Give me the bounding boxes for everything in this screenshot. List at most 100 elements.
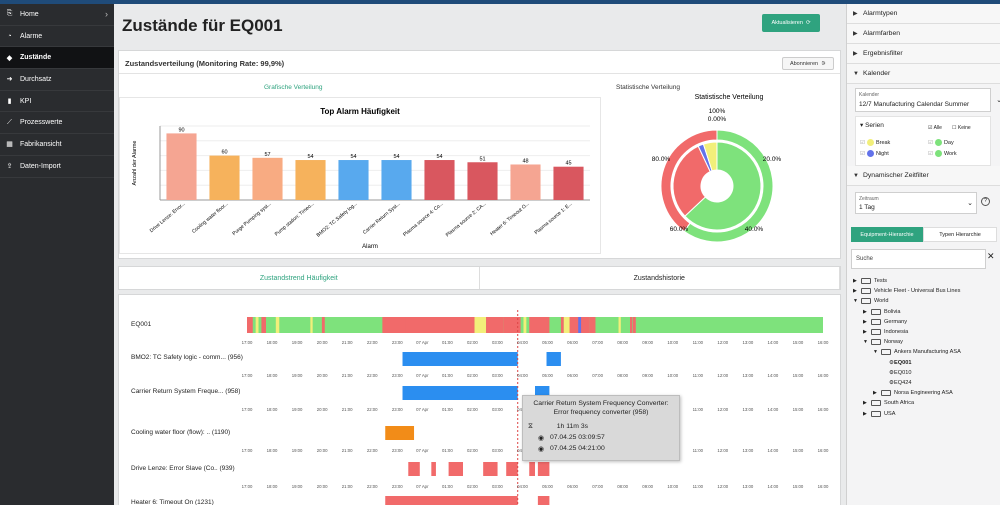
tree-node[interactable]: ▼ World (853, 296, 961, 306)
axis-tick-label: 16:00 (817, 340, 829, 345)
series-label: Day (943, 139, 954, 146)
axis-tick-label: 02:00 (467, 407, 478, 412)
state-segment (261, 317, 267, 333)
tab-equipment-hierarchy[interactable]: Equipment-Hierarchie (851, 227, 923, 242)
series-item[interactable]: ☑ Day (928, 139, 954, 146)
section-ergebnisfilter[interactable]: ▶ Ergebnisfilter (847, 44, 1000, 64)
tree-node[interactable]: ⚙ EQ010 (853, 368, 961, 378)
tree-search-input[interactable]: Suche (851, 249, 986, 269)
bar-chart-panel: Top Alarm Häufigkeit 90 Drive Lenze: Error… (119, 97, 601, 254)
subscribe-button[interactable]: Abonnieren ⚞ (782, 57, 834, 70)
bar (295, 160, 326, 200)
axis-tick-label: 12:00 (717, 340, 729, 345)
gear-icon: ⚙ (889, 379, 895, 386)
axis-tick-label: 19:00 (291, 373, 303, 378)
sidebar-item-zust-nde[interactable]: ◆ Zustände (0, 47, 114, 70)
section-alarmtypen[interactable]: ▶ Alarmtypen (847, 4, 1000, 24)
axis-tick-label: 17:00 (241, 373, 253, 378)
main-content: Zustände für EQ001 Aktualisieren ⟳ Zustan… (114, 4, 846, 505)
axis-tick-label: 09:00 (642, 340, 654, 345)
axis-tick-label: 20:00 (316, 448, 328, 453)
tree-node[interactable]: ▼ Ankers Manufacturing ASA (853, 347, 961, 357)
clear-search-icon[interactable]: ✕ (987, 251, 995, 261)
series-all-toggle[interactable]: ☑ Alle (928, 125, 942, 131)
series-item[interactable]: ☑ Night (860, 150, 889, 157)
tab-statistical-distribution[interactable]: Statistische Verteilung (616, 84, 680, 91)
help-icon[interactable]: ? (981, 197, 990, 206)
section-alarmfarben[interactable]: ▶ Alarmfarben (847, 24, 1000, 44)
checkbox-icon: ☑ (860, 139, 865, 146)
calendar-select[interactable]: Kalender 12/7 Manufacturing Calendar Sum… (855, 88, 1000, 112)
axis-tick-label: 17:00 (241, 407, 253, 412)
section-label: Ergebnisfilter (863, 50, 903, 57)
series-none-toggle[interactable]: ☐ Keine (952, 125, 971, 131)
tree-node[interactable]: ▼ Norway (853, 337, 961, 347)
sidebar-item-daten-import[interactable]: ⇪ Daten-Import (0, 156, 114, 178)
inner-slice (684, 141, 762, 231)
sidebar-item-alarme[interactable]: ◔ Alarme (0, 26, 114, 48)
axis-tick-label: 07 Apr (416, 484, 429, 489)
tree-node[interactable]: ▶ USA (853, 408, 961, 418)
tree-node[interactable]: ▶ Vehicle Fleet - Universal Bus Lines (853, 286, 961, 296)
tree-node[interactable]: ▶ Indonesia (853, 327, 961, 337)
chevron-down-icon: ⌄ (996, 97, 1000, 104)
timeline-axis: 17:00 18:00 19:00 20:00 21:00 22:00 23:00 07 Ap… (242, 373, 829, 381)
tree-node[interactable]: ▶ Bolivia (853, 307, 961, 317)
gear-icon: ⚙ (889, 359, 895, 366)
sidebar-item-fabrikansicht[interactable]: ▦ Fabrikansicht (0, 134, 114, 156)
axis-tick-label: 19:00 (291, 448, 303, 453)
axis-tick-label: 01:00 (441, 340, 453, 345)
axis-tick-label: 14:00 (767, 340, 779, 345)
color-dot (934, 150, 942, 157)
series-item[interactable]: ☑ Work (928, 150, 957, 157)
section-kalender[interactable]: ▼ Kalender (847, 64, 1000, 84)
tab-state-history[interactable]: Zustandshistorie (480, 267, 840, 289)
state-segment (589, 317, 596, 333)
color-dot (866, 139, 874, 146)
axis-tick-label: 02:00 (467, 484, 478, 489)
tree-label: Germany (884, 318, 908, 325)
axis-tick-label: 16:00 (817, 448, 829, 453)
inner-slice (672, 145, 711, 217)
tree-node[interactable]: ▶ Tests (853, 276, 961, 286)
tree-node[interactable]: ▶ South Africa (853, 398, 961, 408)
bar (510, 164, 541, 200)
alarm-bar (529, 462, 535, 476)
caret-down-icon: ▼ (853, 70, 859, 77)
search-placeholder: Suche (856, 256, 874, 262)
series-item[interactable]: ☑ Break (860, 139, 890, 146)
period-select[interactable]: Zeitraum 1 Tag ⌄ (855, 192, 977, 214)
sidebar-item-label: Alarme (20, 32, 43, 40)
state-segment (618, 317, 621, 333)
tab-type-hierarchy[interactable]: Typen Hierarchie (923, 227, 997, 242)
section-dynamic-time-filter[interactable]: ▼ Dynamischer Zeitfilter (847, 166, 1000, 186)
refresh-button[interactable]: Aktualisieren ⟳ (762, 14, 820, 32)
sidebar-item-kpi[interactable]: ▮ KPI (0, 91, 114, 113)
color-dot (866, 150, 874, 157)
state-segment (529, 317, 547, 333)
sidebar-item-home[interactable]: ⎘ Home › (0, 4, 114, 26)
series-label: Break (875, 139, 891, 146)
tab-state-frequency[interactable]: Zustandstrend Häufigkeit (119, 267, 480, 289)
axis-tick-label: 07 Apr (416, 373, 429, 378)
calendar-value: 12/7 Manufacturing Calendar Summer (859, 101, 970, 108)
caret-right-icon: ▶ (853, 31, 858, 37)
duration-icon: ⧖ (528, 422, 533, 430)
sidebar-item-durchsatz[interactable]: ➜ Durchsatz (0, 69, 114, 91)
tab-graphic-distribution[interactable]: Grafische Verteilung (264, 84, 323, 91)
axis-tick-label: 14:00 (767, 484, 779, 489)
subscribe-label: Abonnieren (789, 60, 819, 67)
axis-tick-label: 21:00 (341, 373, 353, 378)
tree-node[interactable]: ▶ Germany (853, 317, 961, 327)
sidebar: ⎘ Home › ◔ Alarme ◆ Zustände ➜ Durchsatz ▮ KPI ⟋ Pro… (0, 4, 114, 505)
sidebar-item-prozesswerte[interactable]: ⟋ Prozesswerte (0, 112, 114, 135)
bar (424, 160, 455, 200)
tree-node[interactable]: ▶ Norsa Engineering ASA (853, 388, 961, 398)
tree-label: Tests (874, 278, 888, 285)
bar (252, 157, 283, 200)
folder-icon (861, 278, 871, 285)
sidebar-item-label: Prozesswerte (20, 119, 63, 127)
checkbox-icon: ☑ (928, 139, 933, 146)
tree-node[interactable]: ⚙ EQ424 (853, 378, 961, 388)
tree-node[interactable]: ⚙ EQ001 (853, 358, 961, 368)
